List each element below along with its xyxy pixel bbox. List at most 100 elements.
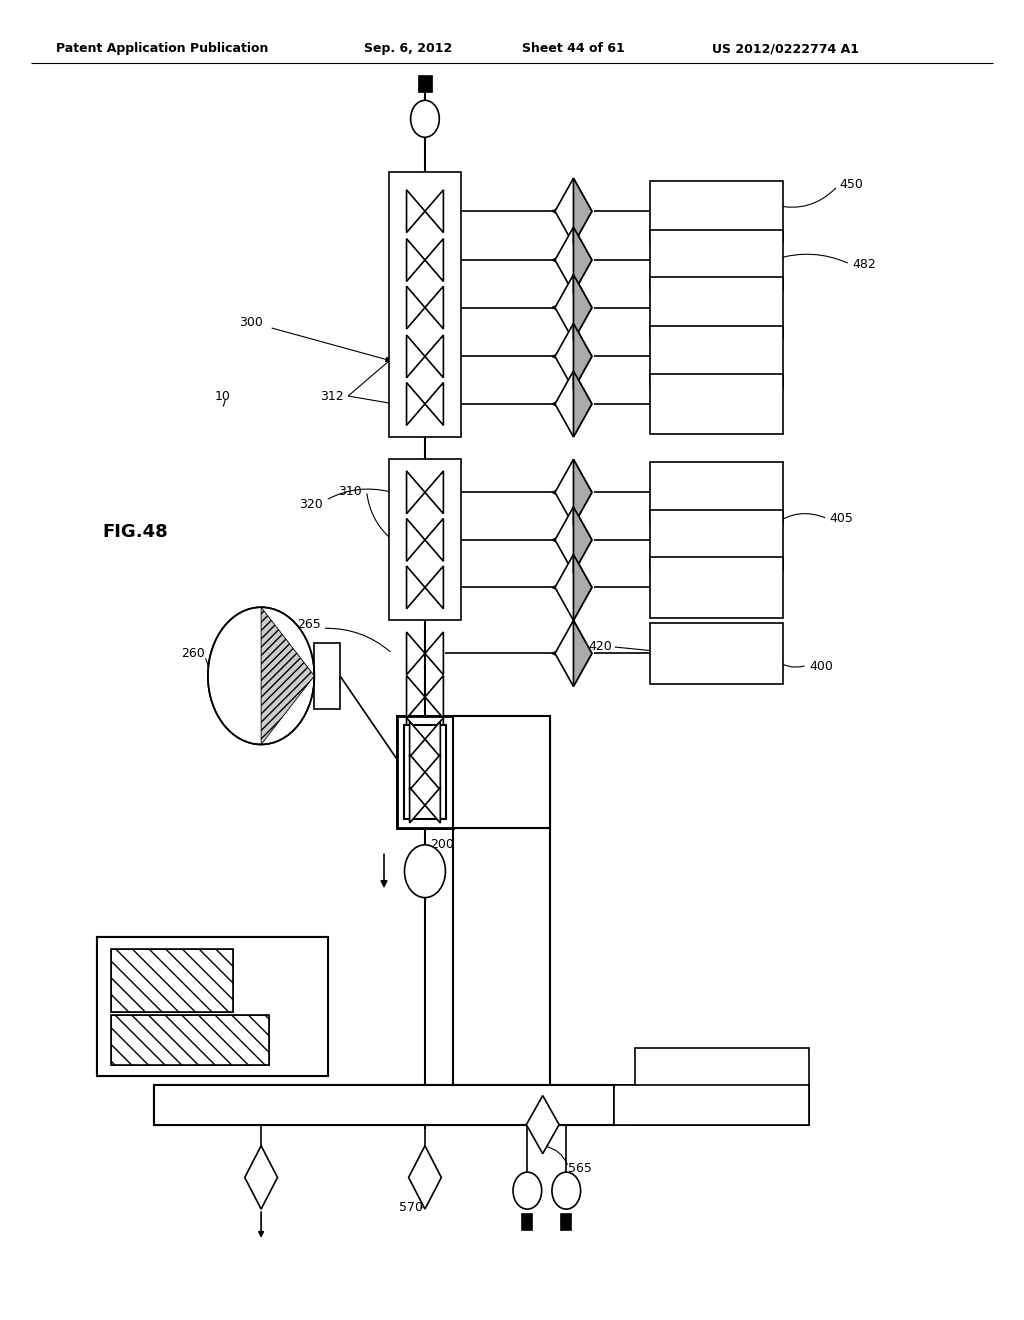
Polygon shape	[425, 718, 443, 760]
Bar	[635, 1048, 809, 1125]
Polygon shape	[425, 239, 443, 281]
Text: 1502: 1502	[760, 1060, 792, 1073]
Polygon shape	[555, 178, 592, 244]
Circle shape	[208, 607, 314, 744]
Polygon shape	[407, 190, 425, 232]
Polygon shape	[407, 335, 425, 378]
Bar	[650, 462, 783, 523]
Polygon shape	[573, 507, 592, 573]
Text: Sep. 6, 2012: Sep. 6, 2012	[364, 42, 452, 55]
Bar	[650, 326, 783, 387]
Circle shape	[513, 1172, 542, 1209]
Text: Patent Application Publication: Patent Application Publication	[56, 42, 268, 55]
Polygon shape	[425, 471, 443, 513]
Polygon shape	[573, 275, 592, 341]
Bar	[396, 715, 453, 829]
Bar	[418, 75, 432, 92]
Text: 320: 320	[299, 498, 323, 511]
Bar	[111, 1015, 269, 1065]
Bar	[111, 949, 233, 1012]
Polygon shape	[555, 554, 592, 620]
Bar	[650, 623, 783, 684]
Polygon shape	[555, 507, 592, 573]
Text: 10: 10	[215, 389, 231, 403]
Text: 482: 482	[852, 257, 876, 271]
Text: 300: 300	[239, 315, 262, 329]
Polygon shape	[425, 755, 440, 789]
Polygon shape	[555, 371, 592, 437]
Bar	[614, 1085, 809, 1125]
Text: 420: 420	[589, 640, 612, 653]
Polygon shape	[425, 335, 443, 378]
Polygon shape	[425, 383, 443, 425]
Bar	[97, 937, 328, 1076]
Bar	[522, 1214, 532, 1230]
Polygon shape	[555, 459, 592, 525]
Polygon shape	[407, 718, 425, 760]
Bar	[154, 1085, 614, 1125]
Polygon shape	[407, 239, 425, 281]
Polygon shape	[573, 554, 592, 620]
Circle shape	[552, 1172, 581, 1209]
Bar	[97, 937, 328, 1076]
Polygon shape	[410, 787, 425, 824]
Bar	[650, 374, 783, 434]
Text: US 2012/0222774 A1: US 2012/0222774 A1	[712, 42, 859, 55]
Polygon shape	[555, 620, 592, 686]
Polygon shape	[407, 632, 425, 675]
Bar	[650, 510, 783, 570]
Polygon shape	[573, 620, 592, 686]
Polygon shape	[425, 787, 440, 824]
Polygon shape	[573, 227, 592, 293]
Polygon shape	[407, 566, 425, 609]
Bar	[111, 1015, 269, 1065]
Polygon shape	[573, 323, 592, 389]
Bar	[650, 277, 783, 338]
Bar	[561, 1214, 571, 1230]
Polygon shape	[555, 275, 592, 341]
Polygon shape	[410, 721, 425, 758]
Polygon shape	[245, 1146, 278, 1209]
Bar	[396, 715, 453, 829]
Polygon shape	[425, 519, 443, 561]
Bar	[403, 726, 445, 818]
Polygon shape	[573, 178, 592, 244]
Circle shape	[404, 845, 445, 898]
Bar	[650, 557, 783, 618]
Polygon shape	[573, 459, 592, 525]
Text: 450: 450	[840, 178, 863, 191]
Text: FIG.48: FIG.48	[102, 523, 168, 541]
Polygon shape	[573, 371, 592, 437]
Text: Sheet 44 of 61: Sheet 44 of 61	[522, 42, 625, 55]
Bar	[650, 230, 783, 290]
Bar	[453, 715, 551, 829]
Polygon shape	[407, 471, 425, 513]
Polygon shape	[425, 190, 443, 232]
Bar	[111, 949, 233, 1012]
Polygon shape	[425, 721, 440, 758]
Polygon shape	[425, 286, 443, 329]
Bar	[650, 181, 783, 242]
Bar	[389, 172, 461, 437]
Polygon shape	[407, 383, 425, 425]
Bar	[314, 643, 340, 709]
Text: 260: 260	[181, 647, 205, 660]
Text: 570: 570	[399, 1201, 423, 1214]
Text: 312: 312	[321, 389, 344, 403]
Polygon shape	[409, 1146, 441, 1209]
Polygon shape	[407, 519, 425, 561]
Text: 200: 200	[430, 838, 454, 851]
Bar	[389, 459, 461, 620]
Polygon shape	[407, 676, 425, 718]
Text: 100: 100	[95, 990, 119, 1003]
Polygon shape	[425, 676, 443, 718]
Bar	[154, 1085, 614, 1125]
Polygon shape	[425, 632, 443, 675]
Polygon shape	[555, 323, 592, 389]
Polygon shape	[555, 227, 592, 293]
Polygon shape	[425, 566, 443, 609]
Polygon shape	[526, 1096, 559, 1154]
Text: 565: 565	[568, 1162, 592, 1175]
Text: 265: 265	[297, 618, 321, 631]
Polygon shape	[407, 286, 425, 329]
